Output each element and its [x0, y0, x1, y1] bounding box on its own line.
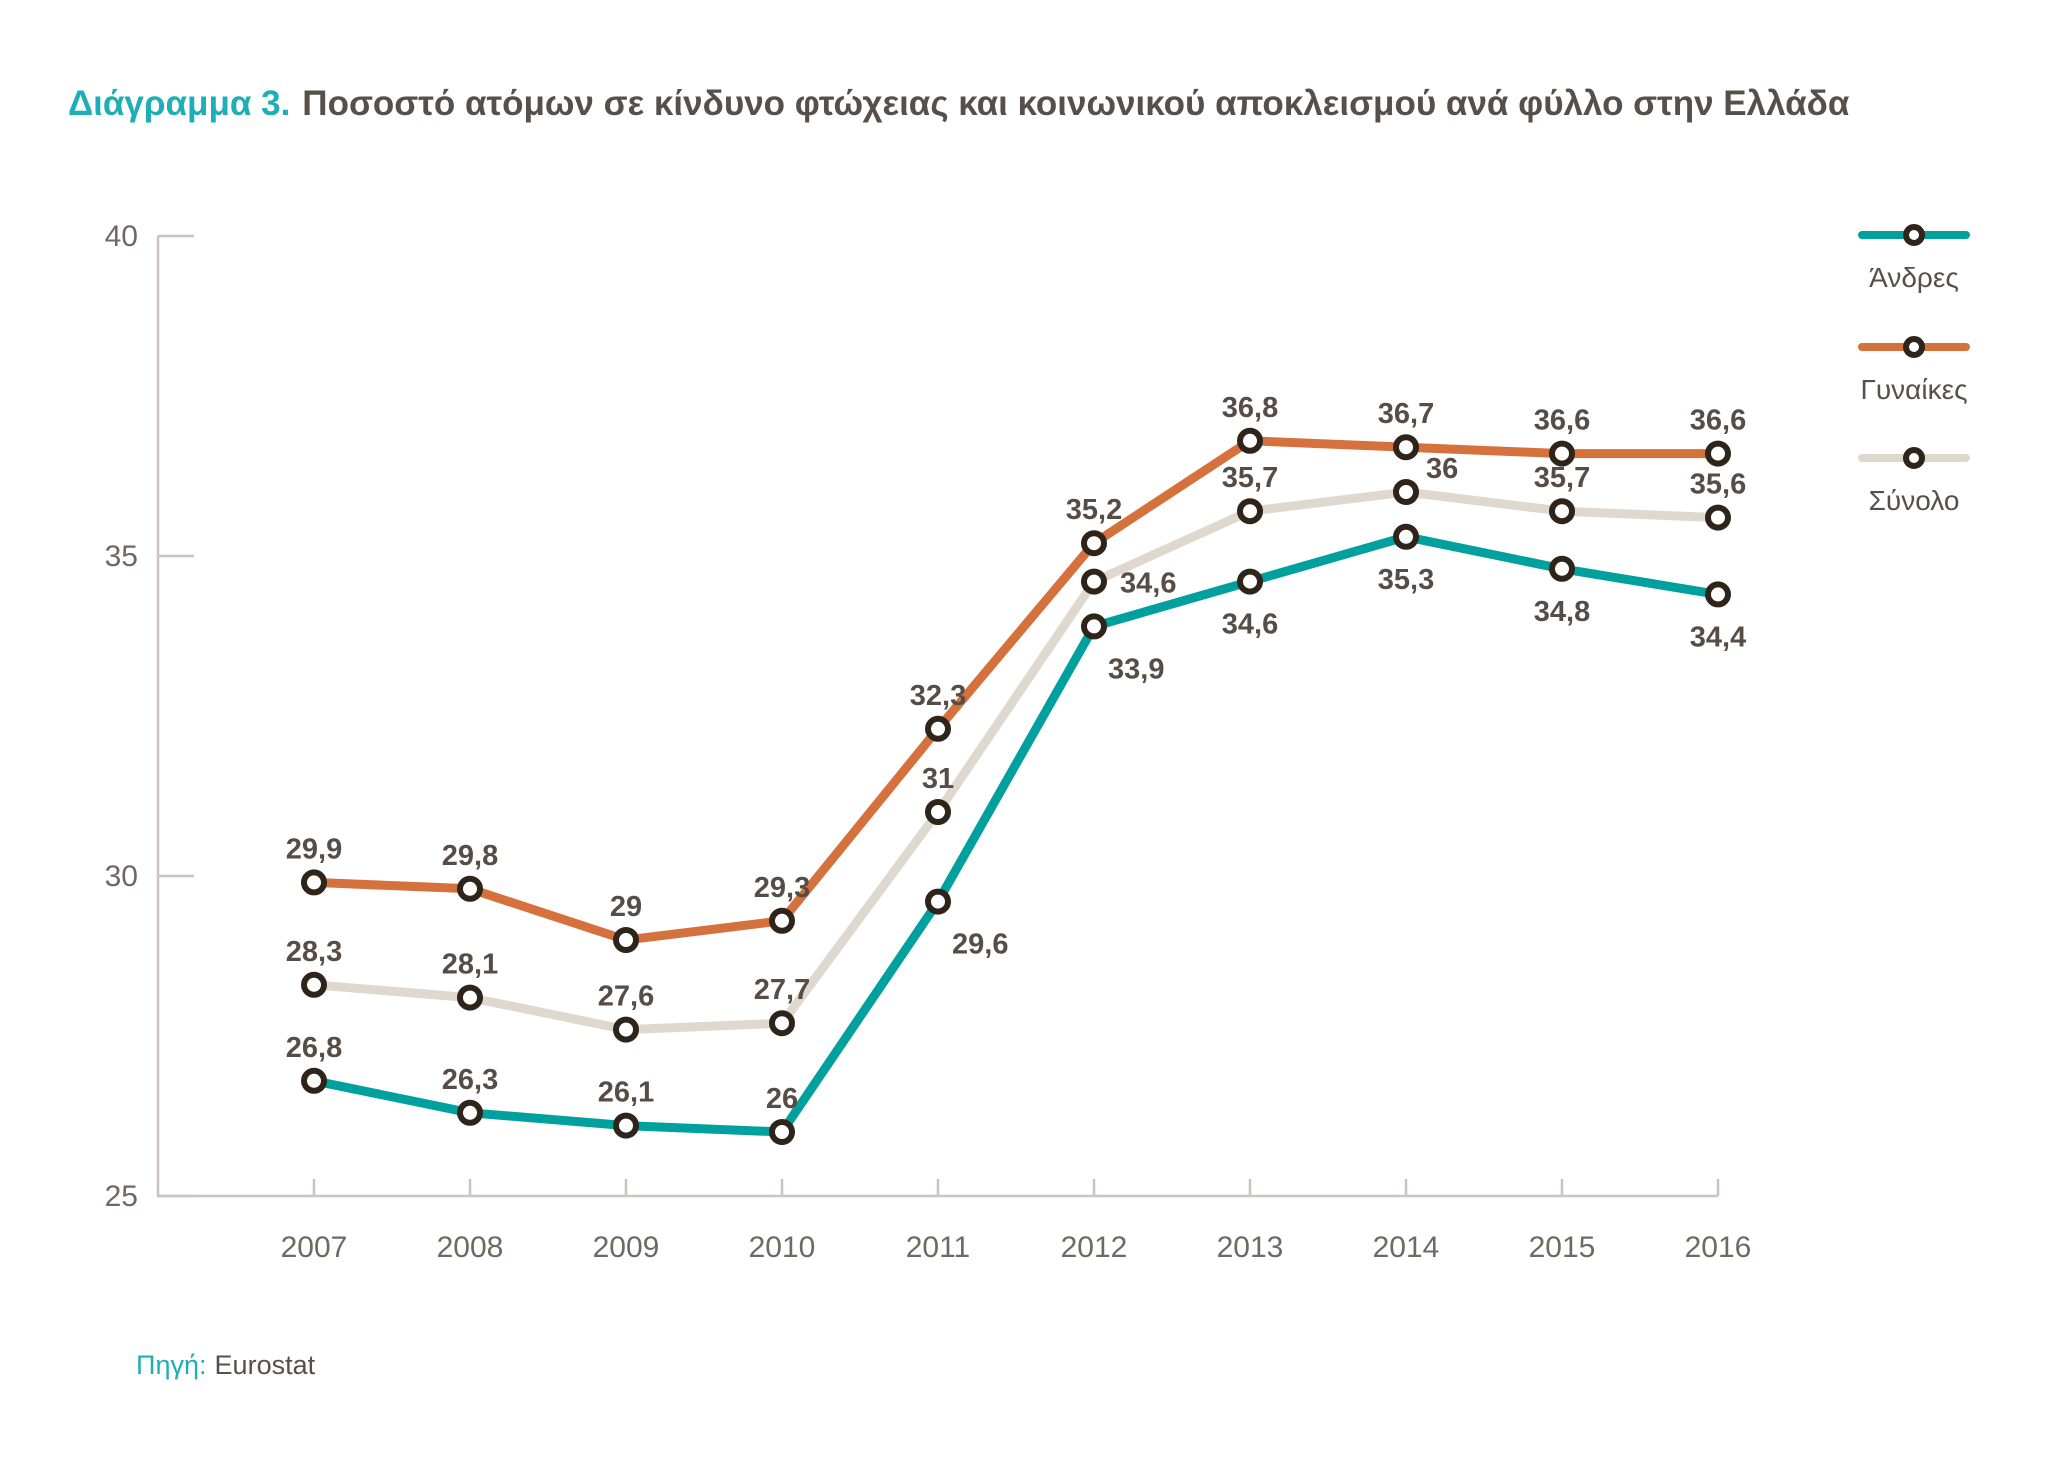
series-line-0	[313, 532, 1719, 1137]
chart-title-text: Ποσοστό ατόμων σε κίνδυνο φτώχειας και κ…	[302, 84, 1850, 123]
data-point-marker	[925, 799, 951, 825]
data-point-marker	[1393, 523, 1419, 550]
legend-marker-icon	[1903, 336, 1925, 358]
x-axis-tick-label: 2014	[1373, 1231, 1440, 1264]
value-label: 27,7	[754, 974, 810, 1006]
data-point-marker	[457, 1099, 483, 1126]
data-point-marker	[1393, 479, 1419, 505]
value-label: 36,7	[1378, 398, 1434, 430]
data-point-marker	[1705, 440, 1731, 467]
value-label: 36,6	[1690, 405, 1746, 437]
y-axis-tick-label: 40	[105, 220, 138, 253]
chart-source: Πηγή: Eurostat	[136, 1350, 315, 1381]
value-label: 36	[1426, 453, 1458, 485]
legend-item-0: Άνδρες	[1858, 224, 1970, 294]
data-point-marker	[1549, 440, 1575, 467]
value-label: 26,3	[442, 1064, 498, 1096]
series-line-2	[313, 487, 1719, 1035]
value-label: 29,6	[952, 929, 1008, 961]
data-point-marker	[301, 869, 327, 896]
data-point-marker	[1237, 427, 1263, 454]
data-point-marker	[769, 1010, 795, 1037]
legend-swatch	[1858, 336, 1970, 358]
value-label: 35,3	[1378, 564, 1434, 596]
legend-swatch	[1858, 447, 1970, 469]
legend-item-2: Σύνολο	[1858, 447, 1970, 517]
value-label: 34,6	[1222, 609, 1278, 641]
value-label: 34,6	[1120, 568, 1176, 600]
legend-swatch	[1858, 224, 1970, 246]
x-axis-tick-label: 2012	[1061, 1231, 1128, 1264]
data-point-marker	[925, 715, 951, 742]
x-axis-tick-label: 2013	[1217, 1231, 1284, 1264]
value-label: 34,4	[1690, 621, 1746, 653]
value-label: 35,6	[1690, 469, 1746, 501]
data-point-marker	[613, 1016, 639, 1043]
value-label: 28,3	[286, 936, 342, 968]
data-point-marker	[925, 888, 951, 915]
x-axis-tick-label: 2015	[1529, 1231, 1596, 1264]
data-point-marker	[1081, 613, 1107, 640]
legend-label: Άνδρες	[1869, 262, 1959, 293]
data-point-marker	[1081, 568, 1107, 595]
x-axis-tick-label: 2010	[749, 1231, 816, 1264]
x-axis-tick-label: 2007	[281, 1231, 348, 1264]
value-label: 33,9	[1108, 653, 1164, 685]
data-point-marker	[457, 984, 483, 1011]
value-label: 32,3	[910, 680, 966, 712]
value-label: 28,1	[442, 949, 498, 981]
value-label: 29,9	[286, 833, 342, 865]
x-axis-tick-label: 2008	[437, 1231, 504, 1264]
data-point-marker	[769, 1119, 795, 1145]
value-label: 36,6	[1534, 405, 1590, 437]
legend-label: Σύνολο	[1868, 485, 1960, 516]
data-point-marker	[1237, 498, 1263, 525]
value-label: 26	[766, 1083, 798, 1115]
x-axis-tick-label: 2016	[1685, 1231, 1752, 1264]
data-point-marker	[613, 927, 639, 953]
legend-marker-icon	[1903, 224, 1925, 246]
data-point-marker	[1237, 568, 1263, 595]
legend-item-1: Γυναίκες	[1858, 336, 1970, 406]
data-point-marker	[613, 1112, 639, 1139]
value-label: 35,7	[1534, 462, 1590, 494]
value-label: 36,8	[1222, 392, 1278, 424]
value-label: 34,8	[1534, 596, 1590, 628]
value-label: 35,7	[1222, 462, 1278, 494]
legend-marker-icon	[1903, 447, 1925, 469]
y-axis-tick-label: 30	[105, 860, 138, 893]
source-label: Πηγή:	[136, 1350, 207, 1380]
data-point-marker	[1081, 530, 1107, 557]
data-point-marker	[1549, 498, 1575, 525]
data-point-marker	[301, 1067, 327, 1094]
data-point-marker	[1705, 504, 1731, 531]
data-point-marker	[457, 875, 483, 902]
chart-title-prefix: Διάγραμμα 3.	[68, 84, 291, 123]
value-label: 31	[922, 763, 954, 795]
legend-label: Γυναίκες	[1860, 374, 1968, 405]
x-axis-tick-label: 2011	[906, 1231, 971, 1264]
chart-title: Διάγραμμα 3. Ποσοστό ατόμων σε κίνδυνο φτ…	[68, 84, 1849, 124]
source-value: Eurostat	[214, 1350, 316, 1380]
series-line-1	[313, 436, 1718, 945]
value-label: 26,1	[598, 1077, 654, 1109]
value-label: 29	[610, 891, 642, 923]
value-label: 26,8	[286, 1032, 342, 1064]
value-label: 35,2	[1066, 494, 1122, 526]
data-point-marker	[1705, 581, 1731, 608]
data-point-marker	[301, 971, 327, 998]
value-label: 29,3	[754, 872, 810, 904]
data-point-marker	[1393, 434, 1419, 461]
y-axis-tick-label: 35	[105, 540, 138, 573]
data-point-marker	[769, 907, 795, 934]
value-label: 27,6	[598, 981, 654, 1013]
x-axis-tick-label: 2009	[593, 1231, 660, 1264]
data-point-marker	[1549, 555, 1575, 582]
y-axis-tick-label: 25	[105, 1180, 138, 1213]
value-label: 29,8	[442, 840, 498, 872]
